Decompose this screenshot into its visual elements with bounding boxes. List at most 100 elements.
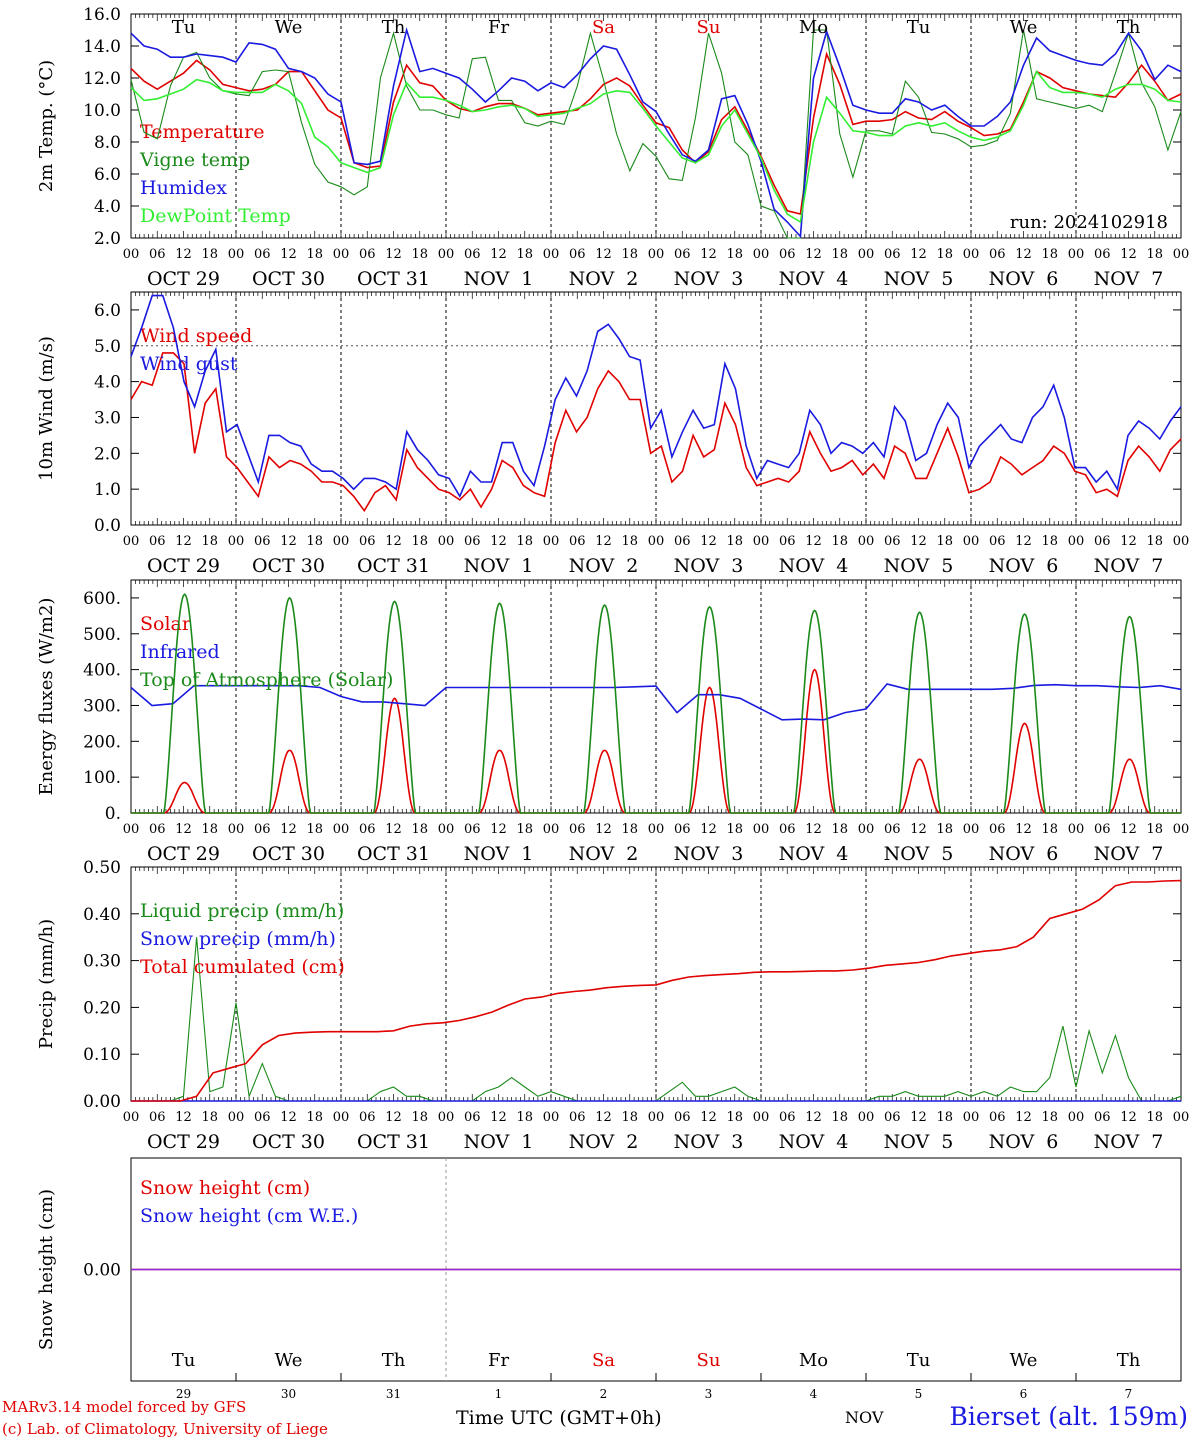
hour-tick-label: 06: [884, 534, 901, 549]
hour-tick-label: 12: [490, 822, 507, 837]
hour-tick-label: 12: [700, 247, 717, 262]
hour-tick-label: 00: [333, 822, 350, 837]
y-tick-label: 1.0: [94, 480, 121, 500]
hour-tick-label: 06: [464, 822, 481, 837]
credit-lab: (c) Lab. of Climatology, University of L…: [2, 1420, 328, 1438]
hour-tick-label: 06: [569, 822, 586, 837]
y-tick-label: 600.: [83, 589, 121, 609]
hour-tick-label: 18: [726, 822, 743, 837]
hour-tick-label: 00: [648, 1110, 665, 1125]
series-line-4: [130, 70, 1182, 224]
hour-tick-label: 00: [858, 534, 875, 549]
hour-tick-label: 18: [516, 534, 533, 549]
hour-tick-label: 12: [490, 1110, 507, 1125]
legend-label: Wind gust: [140, 353, 238, 375]
hour-tick-label: 12: [280, 822, 297, 837]
hour-tick-label: 18: [1146, 1110, 1163, 1125]
legend-label: Total cumulated (cm): [140, 956, 345, 978]
hour-tick-label: 18: [726, 1110, 743, 1125]
hour-tick-label: 00: [753, 534, 770, 549]
date-label: OCT 31: [357, 843, 430, 865]
y-tick-label: 200.: [83, 732, 121, 752]
hour-tick-label: 12: [805, 822, 822, 837]
hour-tick-label: 06: [149, 822, 166, 837]
hour-tick-label: 12: [1120, 247, 1137, 262]
hour-tick-label: 18: [726, 534, 743, 549]
y-tick-label: 4.0: [94, 373, 121, 393]
weekday-label: Mo: [799, 17, 828, 38]
weekday-label: Tu: [907, 17, 931, 38]
hour-tick-label: 00: [963, 1110, 980, 1125]
hour-tick-label: 06: [254, 534, 271, 549]
hour-tick-label: 12: [280, 247, 297, 262]
date-label: NOV 6: [989, 1131, 1059, 1153]
hour-tick-label: 12: [595, 822, 612, 837]
hour-tick-label: 00: [1068, 1110, 1085, 1125]
date-label: NOV 7: [1094, 1131, 1164, 1153]
date-label: NOV 1: [464, 555, 534, 577]
hour-tick-label: 06: [779, 247, 796, 262]
date-label: OCT 29: [147, 268, 220, 290]
weekday-label: Fr: [488, 17, 509, 38]
hour-tick-label: 18: [936, 822, 953, 837]
hour-tick-label: 12: [1120, 534, 1137, 549]
weekday-label: Tu: [907, 1350, 931, 1371]
weekday-label: Mo: [799, 1350, 828, 1371]
hour-tick-label: 12: [1015, 534, 1032, 549]
y-tick-label: 0.00: [83, 1092, 121, 1112]
weekday-label: We: [275, 17, 303, 38]
credit-model: MARv3.14 model forced by GFS: [2, 1398, 247, 1416]
hour-tick-label: 12: [280, 534, 297, 549]
y-axis-label: 2m Temp. (°C): [36, 60, 57, 192]
hour-tick-label: 18: [936, 1110, 953, 1125]
weekday-label: Sa: [592, 17, 615, 38]
hour-tick-label: 00: [1173, 822, 1190, 837]
run-annotation: run: 2024102918: [1010, 212, 1168, 233]
hour-tick-label: 06: [779, 1110, 796, 1125]
hour-tick-label: 06: [359, 247, 376, 262]
y-tick-label: 0.: [105, 804, 121, 824]
hour-tick-label: 06: [254, 1110, 271, 1125]
hour-tick-label: 18: [621, 534, 638, 549]
hour-tick-label: 18: [516, 1110, 533, 1125]
hour-tick-label: 06: [1094, 1110, 1111, 1125]
hour-tick-label: 00: [543, 247, 560, 262]
day-number-label: 2: [600, 1387, 608, 1401]
hour-tick-label: 00: [438, 534, 455, 549]
hour-tick-label: 06: [674, 1110, 691, 1125]
hour-tick-label: 00: [963, 247, 980, 262]
hour-tick-label: 06: [149, 247, 166, 262]
hour-tick-label: 18: [411, 247, 428, 262]
hour-tick-label: 18: [306, 534, 323, 549]
day-number-label: 1: [495, 1387, 503, 1401]
hour-tick-label: 18: [621, 1110, 638, 1125]
hour-tick-label: 00: [123, 534, 140, 549]
hour-tick-label: 12: [385, 822, 402, 837]
hour-tick-label: 00: [333, 534, 350, 549]
date-label: OCT 31: [357, 555, 430, 577]
hour-tick-label: 06: [359, 1110, 376, 1125]
hour-tick-label: 18: [1146, 247, 1163, 262]
hour-tick-label: 12: [700, 1110, 717, 1125]
hour-tick-label: 18: [621, 247, 638, 262]
hour-tick-label: 00: [228, 822, 245, 837]
date-label: OCT 29: [147, 1131, 220, 1153]
hour-tick-label: 12: [385, 534, 402, 549]
hour-tick-label: 12: [385, 1110, 402, 1125]
y-axis-label: Energy fluxes (W/m2): [36, 598, 57, 796]
hour-tick-label: 00: [1173, 534, 1190, 549]
hour-tick-label: 00: [753, 247, 770, 262]
hour-tick-label: 18: [516, 247, 533, 262]
hour-tick-label: 18: [306, 247, 323, 262]
day-number-label: 30: [281, 1387, 296, 1401]
hour-tick-label: 06: [254, 822, 271, 837]
x-minor-ticks: [130, 14, 1182, 238]
weekday-label: Fr: [488, 1350, 509, 1371]
hour-tick-label: 06: [254, 247, 271, 262]
hour-tick-label: 18: [936, 534, 953, 549]
hour-tick-label: 18: [411, 822, 428, 837]
hour-tick-label: 18: [1041, 534, 1058, 549]
day-number-label: 4: [810, 1387, 818, 1401]
weekday-label: Th: [382, 1350, 406, 1371]
